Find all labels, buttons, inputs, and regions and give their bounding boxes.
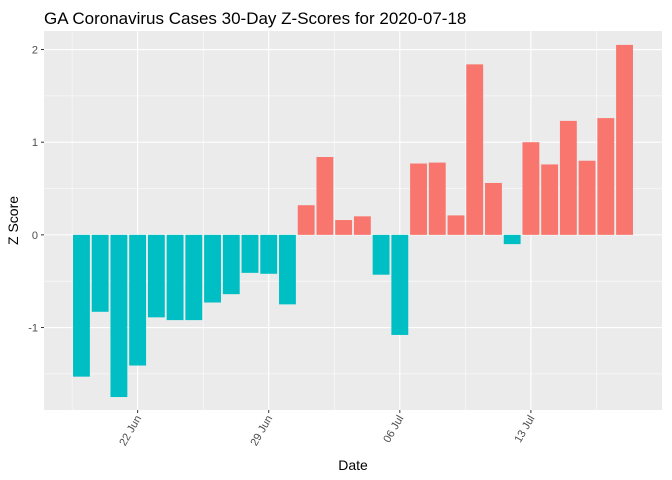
bar <box>129 234 147 366</box>
y-axis-title: Z Score <box>5 196 21 245</box>
bar <box>166 234 184 321</box>
bar <box>597 118 615 235</box>
bar <box>391 234 409 335</box>
bar <box>316 157 334 235</box>
bar <box>466 64 484 235</box>
bar <box>279 234 296 305</box>
bar <box>541 164 559 235</box>
bar <box>372 234 390 275</box>
y-tick-label: 2 <box>32 45 38 57</box>
bar <box>222 234 240 295</box>
bar <box>185 234 203 321</box>
y-tick-label: -1 <box>28 323 38 335</box>
y-tick-label: 1 <box>32 137 38 149</box>
bar <box>447 215 465 235</box>
bar <box>204 234 221 303</box>
bar <box>73 234 90 377</box>
bar <box>503 234 521 245</box>
bar <box>241 234 259 273</box>
bar <box>522 142 540 235</box>
bar <box>616 44 633 235</box>
x-axis-title: Date <box>338 457 368 473</box>
bar <box>147 234 165 318</box>
bar <box>297 205 315 235</box>
chart-title: GA Coronavirus Cases 30-Day Z-Scores for… <box>44 9 466 28</box>
bar <box>485 182 502 235</box>
bar <box>91 234 109 312</box>
bar <box>335 220 353 235</box>
bar <box>353 216 371 235</box>
bar <box>260 234 278 274</box>
bar <box>578 160 596 235</box>
bar <box>559 120 577 235</box>
y-tick-label: 0 <box>32 230 38 242</box>
bar <box>410 163 427 235</box>
bar <box>428 162 446 235</box>
bar <box>110 234 128 398</box>
panel-background <box>44 31 662 410</box>
